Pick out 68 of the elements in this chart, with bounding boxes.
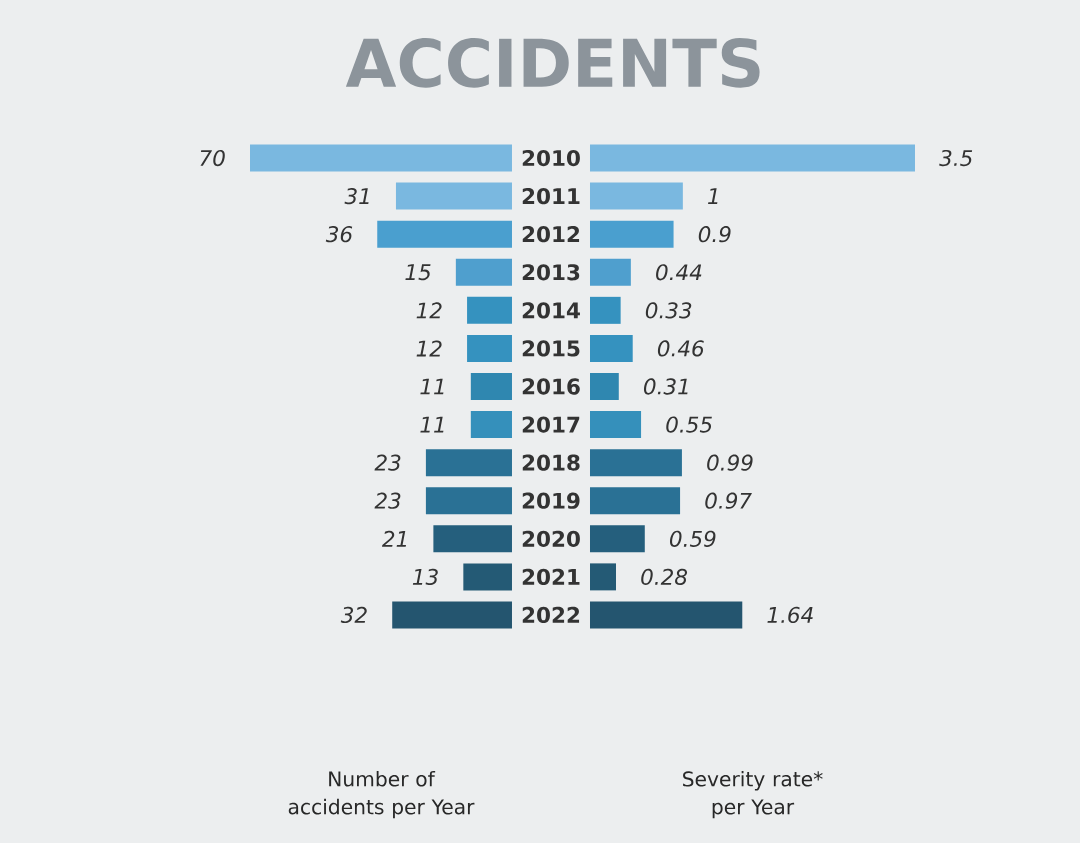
y-tick-label: 2011 — [522, 187, 580, 205]
data-label: 0.31 — [643, 378, 688, 395]
chart-title: ACCIDENTS — [345, 37, 760, 88]
data-label: 0.33 — [645, 302, 692, 319]
data-label: 1 — [708, 188, 718, 204]
bar — [377, 220, 512, 248]
data-label: 12 — [416, 302, 442, 319]
bar — [590, 563, 616, 591]
bar — [467, 296, 512, 324]
bar — [590, 411, 642, 439]
data-label: 36 — [325, 226, 353, 243]
data-label: 0.99 — [707, 454, 753, 471]
bar — [433, 525, 512, 553]
bar — [590, 525, 645, 553]
data-label: 0.55 — [666, 416, 712, 433]
y-tick-label: 2022 — [522, 606, 580, 624]
bar — [470, 373, 512, 400]
data-label: 15 — [405, 264, 431, 281]
bar — [590, 449, 682, 477]
data-label: 13 — [412, 568, 438, 586]
data-label: 0.9 — [698, 226, 731, 243]
y-tick-label: 2020 — [522, 530, 580, 547]
data-label: 0.46 — [657, 340, 704, 357]
bar — [250, 144, 512, 172]
data-label: 0.97 — [705, 492, 752, 509]
y-tick-label: 2017 — [522, 416, 580, 433]
y-tick-label: 2015 — [522, 340, 580, 357]
y-tick-label: 2014 — [522, 302, 580, 319]
bar — [590, 296, 621, 324]
data-label: 12 — [416, 340, 442, 357]
bar — [590, 334, 633, 362]
x-axis-title: Severity rate* per Year — [683, 770, 823, 819]
data-label: 70 — [200, 149, 225, 167]
bar — [463, 563, 512, 591]
bar — [590, 220, 674, 248]
data-label: 3.5 — [939, 149, 973, 167]
data-label: 21 — [381, 530, 407, 547]
bar — [470, 411, 512, 439]
y-tick-label: 2019 — [522, 492, 580, 509]
x-axis-title: Number of accidents per Year — [288, 770, 475, 819]
data-label: 1.64 — [767, 606, 813, 624]
y-tick-label: 2012 — [522, 226, 580, 243]
y-tick-label: 2016 — [522, 378, 580, 395]
y-tick-label: 2021 — [522, 568, 580, 586]
bar — [590, 487, 681, 515]
bar — [425, 449, 512, 477]
data-label: 11 — [420, 416, 444, 433]
data-label: 31 — [344, 187, 369, 205]
y-tick-label: 2013 — [522, 264, 580, 281]
data-label: 0.44 — [656, 264, 702, 281]
bar — [455, 258, 512, 286]
y-tick-label: 2010 — [522, 149, 580, 167]
data-label: 23 — [374, 454, 401, 471]
bar — [590, 258, 631, 286]
data-label: 0.28 — [641, 568, 688, 586]
bar — [590, 373, 619, 400]
bar — [425, 487, 512, 515]
y-tick-label: 2018 — [522, 454, 580, 471]
bar — [590, 601, 743, 629]
bar — [590, 182, 683, 210]
data-label: 11 — [420, 378, 444, 395]
data-label: 0.59 — [669, 530, 716, 547]
bar — [590, 144, 915, 172]
bar — [392, 601, 512, 629]
data-label: 32 — [340, 606, 367, 624]
bar — [395, 182, 512, 210]
bar — [467, 334, 512, 362]
data-label: 23 — [374, 492, 401, 509]
